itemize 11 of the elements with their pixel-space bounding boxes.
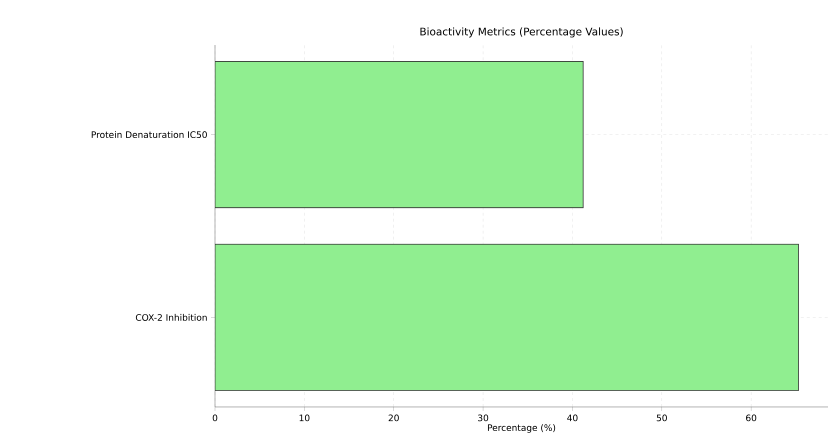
x-tick-label: 30 <box>478 414 488 422</box>
x-axis-title: Percentage (%) <box>488 424 556 433</box>
x-tick-label: 60 <box>746 414 756 422</box>
y-tick-label: COX-2 Inhibition <box>136 314 207 321</box>
x-tick-label: 10 <box>300 414 310 422</box>
x-tick-label: 40 <box>567 414 578 422</box>
x-tick-label: 50 <box>656 414 667 422</box>
y-tick-label: Protein Denaturation IC50 <box>92 131 207 138</box>
chart-title: Bioactivity Metrics (Percentage Values) <box>420 27 623 38</box>
x-tick-label: 20 <box>388 414 399 422</box>
x-tick-label: 0 <box>212 414 218 422</box>
